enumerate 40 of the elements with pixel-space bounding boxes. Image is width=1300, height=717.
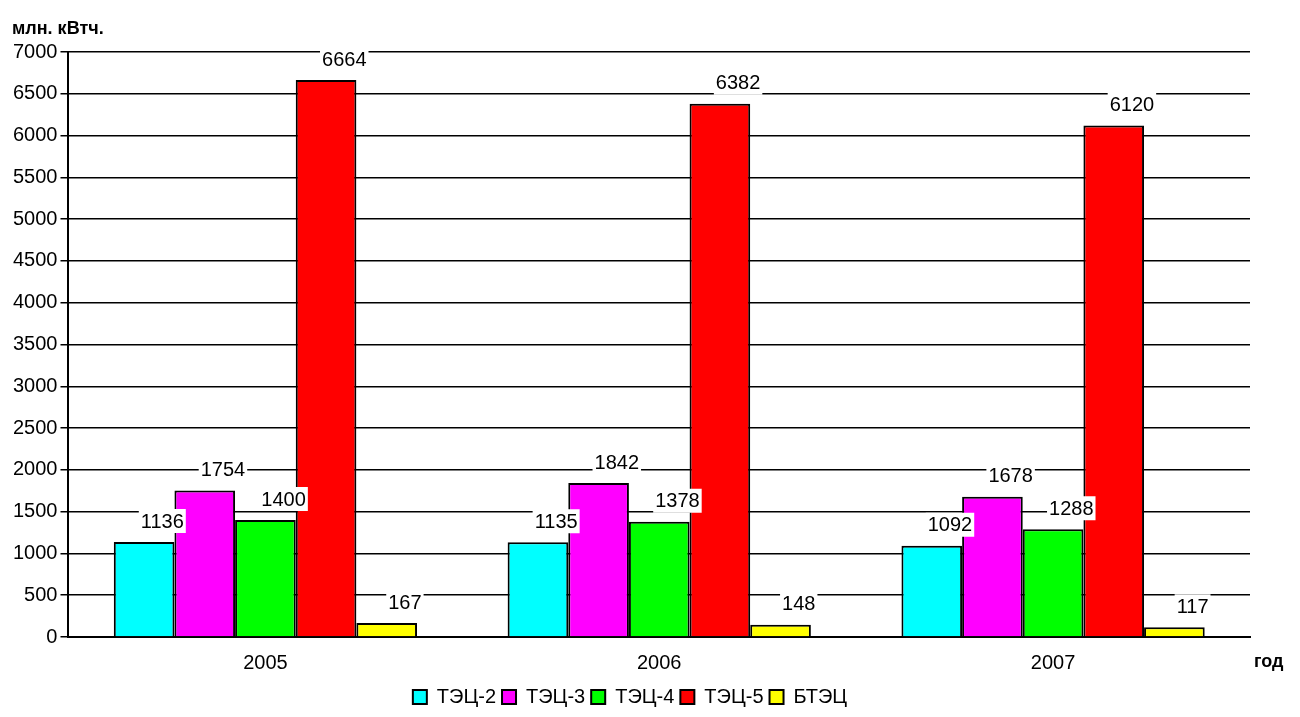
y-tick-label: 1500 <box>12 499 58 522</box>
data-label: 117 <box>1176 594 1209 617</box>
data-label: 1842 <box>594 450 640 473</box>
data-label: 1754 <box>200 457 246 480</box>
y-tick-label: 0 <box>46 624 58 647</box>
x-tick-label: 2007 <box>1030 650 1076 673</box>
data-label: 1092 <box>927 513 973 536</box>
x-axis-title: год <box>1254 650 1285 671</box>
x-tick-label: 2005 <box>243 650 288 673</box>
data-label: 6664 <box>322 47 367 70</box>
data-label: 6382 <box>715 71 761 94</box>
data-label: 1378 <box>655 489 700 512</box>
data-label: 1136 <box>140 509 184 532</box>
legend-label: ТЭЦ-2 <box>436 684 497 707</box>
data-label: 167 <box>388 590 422 613</box>
x-tick-label: 2006 <box>637 650 682 673</box>
legend-label: БТЭЦ <box>793 684 848 707</box>
y-tick-label: 3500 <box>12 332 58 355</box>
y-tick-label: 6000 <box>12 123 58 146</box>
data-label: 1400 <box>261 487 306 510</box>
y-tick-label: 7000 <box>12 39 58 62</box>
y-tick-label: 6500 <box>12 81 58 104</box>
y-tick-label: 5500 <box>12 164 58 187</box>
data-label: 6120 <box>1109 93 1155 116</box>
y-tick-label: 1000 <box>12 540 58 563</box>
legend-label: ТЭЦ-4 <box>615 684 675 707</box>
y-tick-label: 2500 <box>12 415 58 438</box>
legend-label: ТЭЦ-3 <box>526 684 586 707</box>
y-axis-title: млн. кВтч. <box>12 17 104 38</box>
y-tick-label: 3000 <box>12 373 58 396</box>
data-label: 1288 <box>1049 496 1094 519</box>
y-tick-label: 4000 <box>12 290 58 313</box>
data-label: 1135 <box>534 509 578 532</box>
data-label: 1678 <box>988 464 1033 487</box>
y-tick-label: 500 <box>24 582 58 605</box>
y-tick-label: 5000 <box>12 206 58 229</box>
y-tick-label: 2000 <box>12 457 58 480</box>
y-tick-label: 4500 <box>12 248 58 271</box>
legend-label: ТЭЦ-5 <box>704 684 764 707</box>
data-label: 148 <box>782 592 816 615</box>
